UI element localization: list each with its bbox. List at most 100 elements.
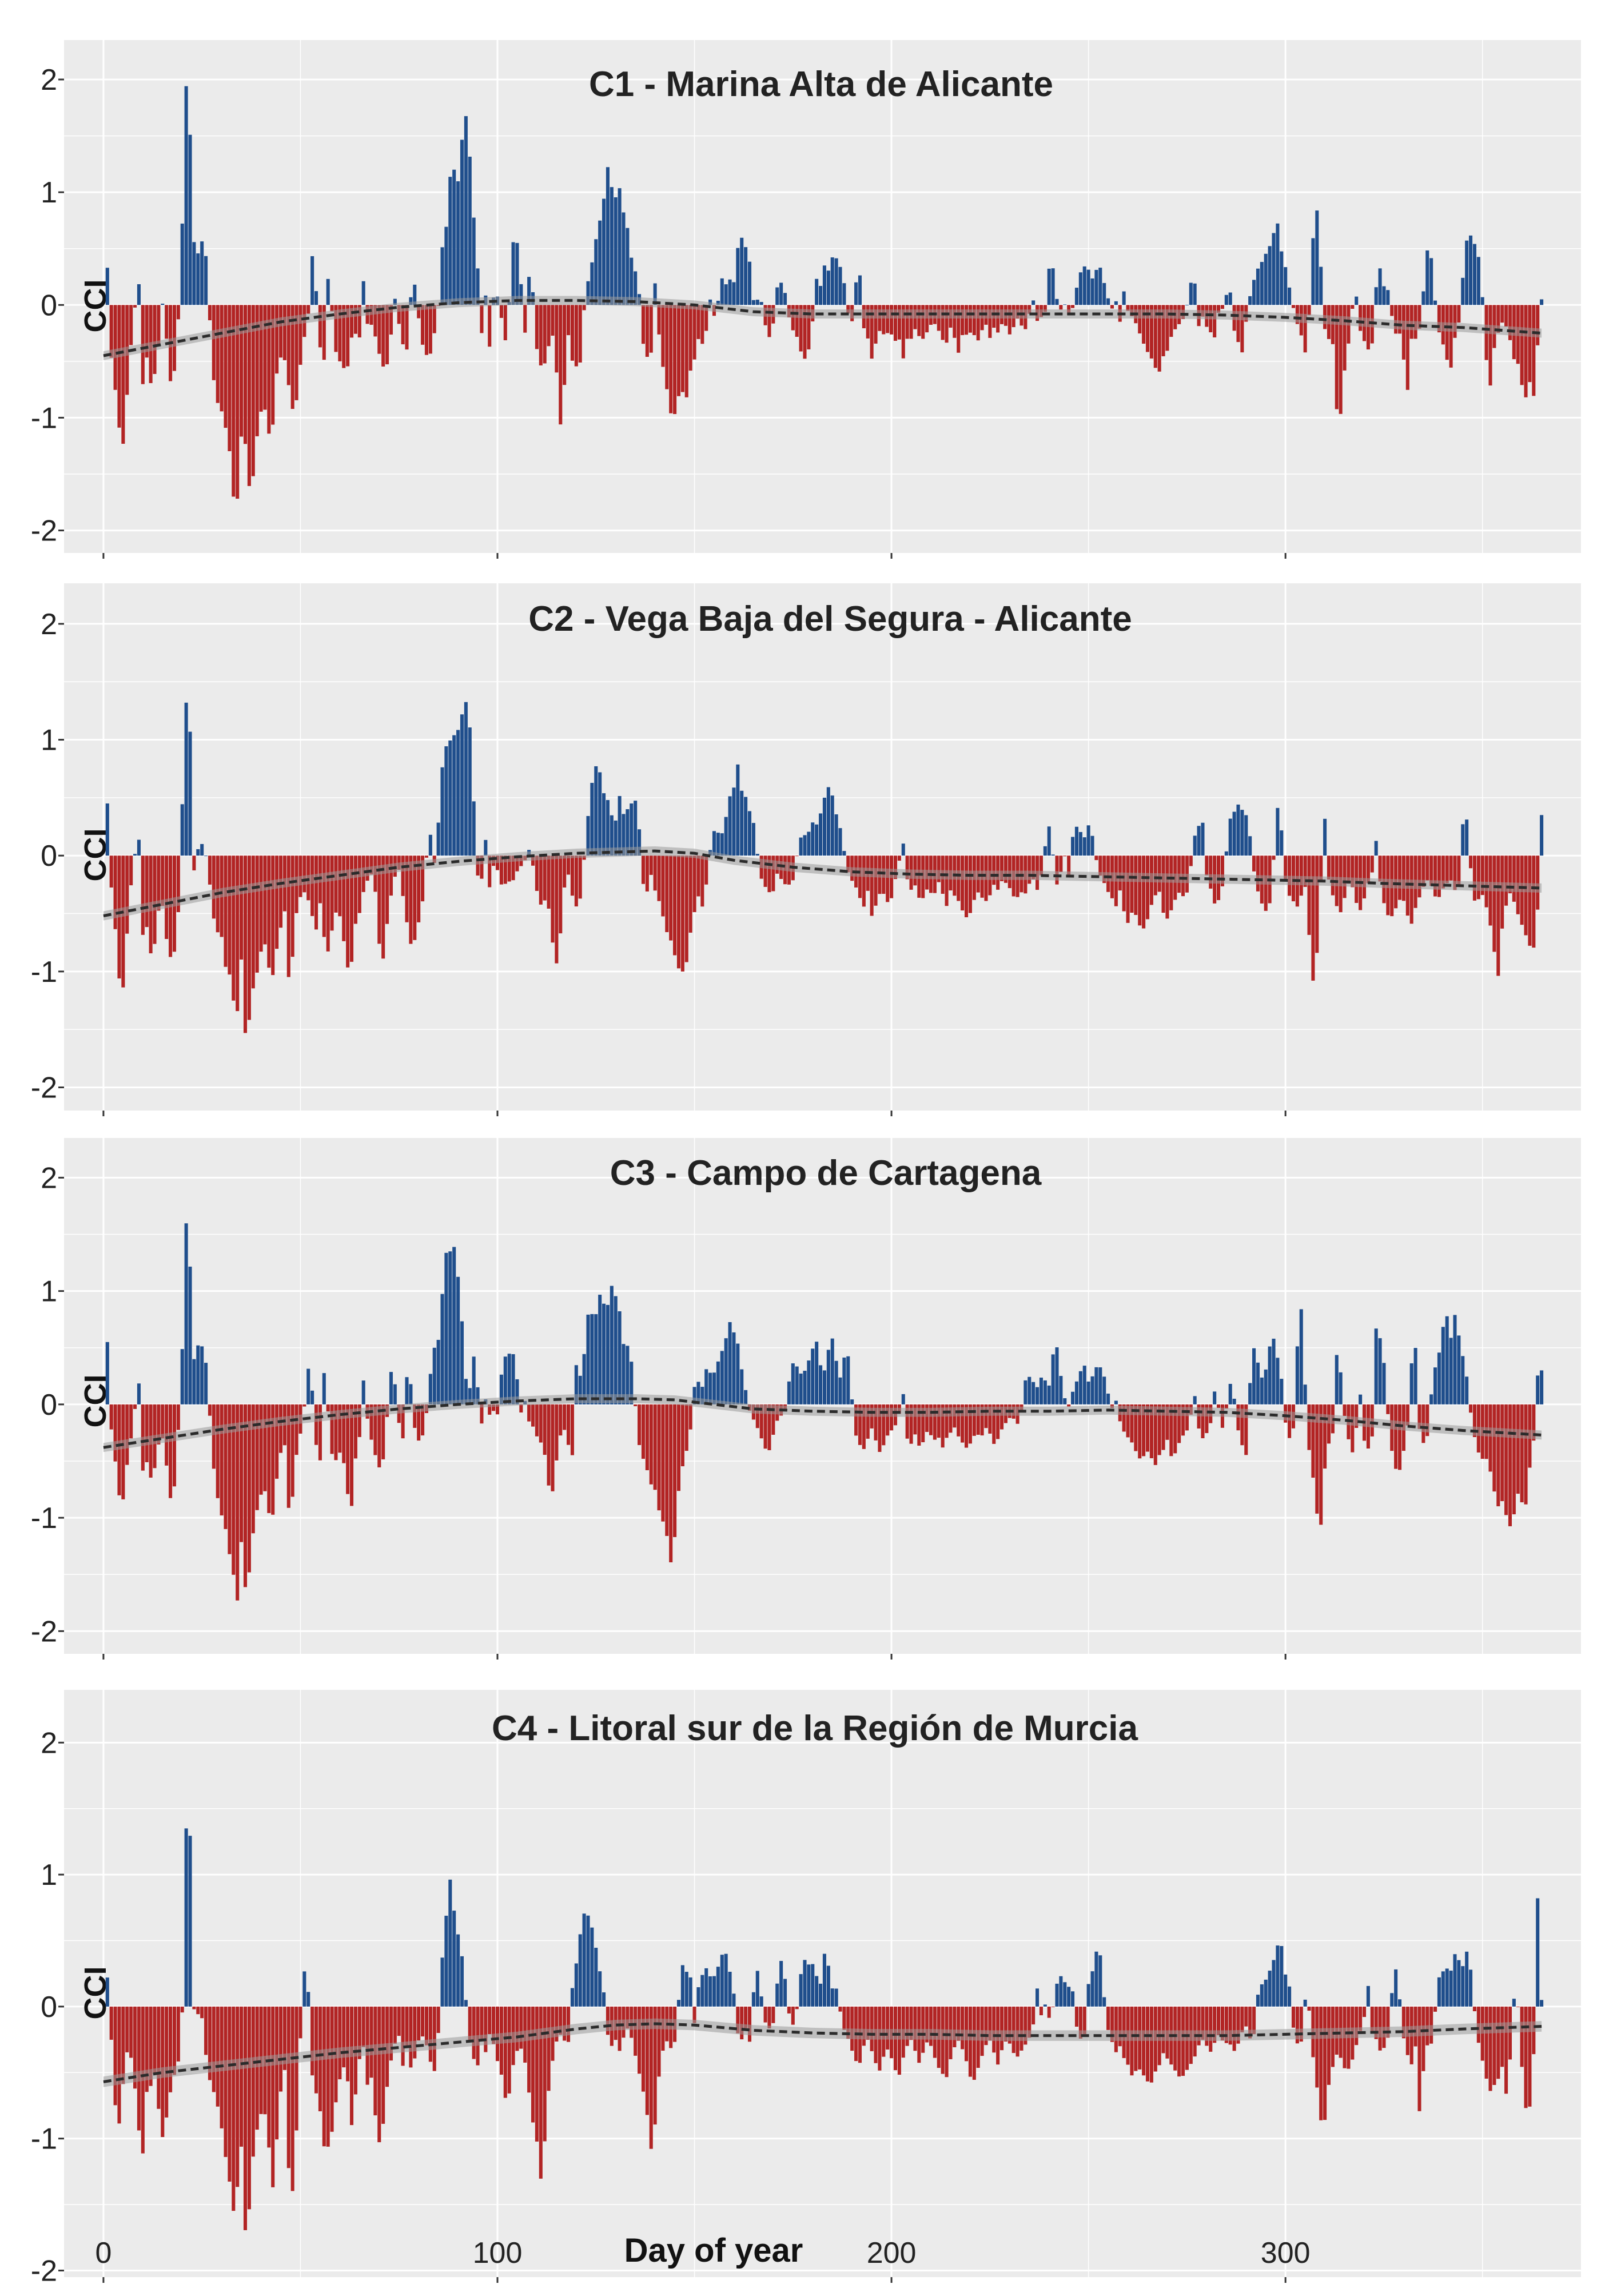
bar-negative bbox=[704, 305, 708, 331]
bar-negative bbox=[432, 2006, 436, 2071]
bar-positive bbox=[105, 1342, 109, 1404]
bar-negative bbox=[1476, 855, 1480, 900]
bar-positive bbox=[1114, 1400, 1118, 1404]
bar-positive bbox=[1197, 826, 1201, 856]
bar-negative bbox=[389, 855, 393, 896]
bar-negative bbox=[330, 2006, 334, 2132]
bar-positive bbox=[751, 300, 755, 305]
bar-positive bbox=[192, 242, 196, 305]
bar-negative bbox=[1023, 2006, 1028, 2045]
bar-positive bbox=[732, 1993, 736, 2007]
bar-positive bbox=[1098, 268, 1102, 305]
bar-negative bbox=[267, 2006, 271, 2148]
bar-positive bbox=[468, 727, 472, 856]
bar-positive bbox=[610, 1286, 614, 1404]
bar-negative bbox=[909, 1404, 913, 1444]
bar-negative bbox=[121, 305, 125, 444]
bar-negative bbox=[212, 1404, 216, 1469]
bar-negative bbox=[559, 1404, 563, 1436]
bar-positive bbox=[499, 1374, 503, 1404]
bar-positive bbox=[618, 188, 622, 305]
bar-negative bbox=[1011, 2006, 1015, 2054]
bar-negative bbox=[676, 305, 681, 396]
bar-negative bbox=[634, 2006, 638, 2056]
bar-negative bbox=[1019, 2006, 1023, 2051]
bar-negative bbox=[1043, 305, 1047, 312]
bar-positive bbox=[1102, 282, 1106, 305]
bar-negative bbox=[897, 305, 901, 340]
bar-positive bbox=[803, 1371, 807, 1404]
bar-negative bbox=[897, 2006, 901, 2075]
bar-negative bbox=[1126, 1404, 1130, 1438]
bar-negative bbox=[539, 855, 543, 905]
bars bbox=[105, 1223, 1544, 1601]
bar-positive bbox=[192, 1359, 196, 1404]
bar-negative bbox=[1173, 1404, 1177, 1454]
bar-positive bbox=[452, 1911, 456, 2007]
bar-negative bbox=[1217, 305, 1221, 313]
bar-negative bbox=[326, 1404, 330, 1412]
bar-negative bbox=[535, 305, 539, 349]
bar-positive bbox=[137, 284, 141, 305]
bar-negative bbox=[1000, 2006, 1004, 2051]
bar-negative bbox=[113, 1404, 117, 1462]
bar-positive bbox=[440, 247, 444, 305]
bar-negative bbox=[417, 2006, 421, 2041]
bar-positive bbox=[598, 772, 602, 856]
bar-positive bbox=[834, 814, 838, 856]
bar-negative bbox=[1082, 2006, 1086, 2034]
bar-positive bbox=[1059, 1976, 1063, 2007]
bar-positive bbox=[811, 1348, 815, 1404]
bar-positive bbox=[503, 1356, 507, 1404]
bar-positive bbox=[834, 1988, 838, 2007]
bar-negative bbox=[563, 2006, 567, 2041]
bar-negative bbox=[1256, 855, 1260, 892]
bar-positive bbox=[712, 831, 716, 856]
bar-negative bbox=[807, 305, 811, 349]
bar-negative bbox=[1161, 2006, 1165, 2054]
bar-positive bbox=[598, 1971, 602, 2007]
bar-positive bbox=[850, 1399, 854, 1404]
bar-negative bbox=[1209, 855, 1213, 889]
bar-negative bbox=[1303, 855, 1307, 887]
bar-positive bbox=[614, 1296, 618, 1404]
panel-background-layer bbox=[64, 583, 1581, 1111]
bar-negative bbox=[385, 305, 389, 365]
bar-negative bbox=[369, 855, 373, 875]
bar-negative bbox=[567, 1404, 571, 1445]
bar-negative bbox=[342, 855, 346, 941]
bar-negative bbox=[1220, 305, 1224, 309]
bar-negative bbox=[1240, 1404, 1244, 1446]
y-tick-label: 0 bbox=[41, 289, 57, 322]
bar-negative bbox=[1319, 855, 1323, 881]
bar-negative bbox=[1351, 1404, 1355, 1453]
bar-negative bbox=[145, 2006, 149, 2092]
bar-negative bbox=[846, 855, 850, 873]
bar-positive bbox=[1540, 1370, 1544, 1404]
bar-negative bbox=[220, 1404, 224, 1515]
bar-negative bbox=[1362, 855, 1367, 899]
bar-negative bbox=[338, 305, 342, 361]
bar-negative bbox=[957, 2006, 961, 2041]
bar-positive bbox=[606, 167, 610, 305]
bar-negative bbox=[1536, 855, 1540, 910]
bar-negative bbox=[866, 2006, 870, 2040]
bar-negative bbox=[1520, 2006, 1524, 2067]
bar-negative bbox=[176, 305, 180, 320]
bar-negative bbox=[192, 2006, 196, 2010]
bar-positive bbox=[1453, 1315, 1457, 1404]
bar-negative bbox=[547, 305, 551, 347]
bar-negative bbox=[1508, 1404, 1512, 1526]
bar-positive bbox=[1268, 1971, 1272, 2007]
bar-negative bbox=[1039, 2006, 1043, 2016]
bar-positive bbox=[460, 1321, 464, 1404]
bar-positive bbox=[460, 1956, 464, 2007]
bar-positive bbox=[724, 1953, 728, 2007]
bar-negative bbox=[669, 1404, 673, 1562]
bar-positive bbox=[614, 820, 618, 856]
bar-positive bbox=[630, 803, 634, 856]
bar-positive bbox=[1288, 1986, 1292, 2007]
y-tick-label: 2 bbox=[41, 608, 57, 641]
bar-negative bbox=[251, 305, 255, 476]
bar-negative bbox=[551, 855, 555, 943]
